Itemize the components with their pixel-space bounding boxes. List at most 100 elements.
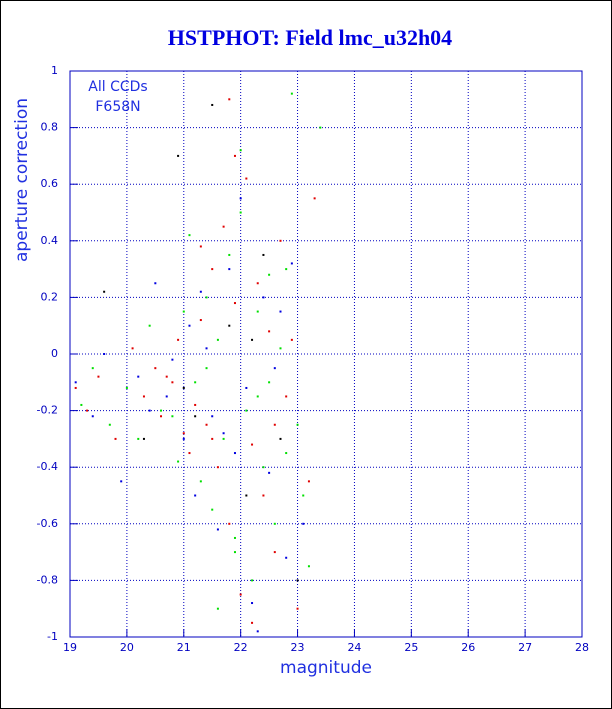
point [273,522,276,525]
point [74,386,77,389]
point [279,347,282,350]
point [285,452,288,455]
point [182,310,185,313]
point [142,395,145,398]
point [256,395,259,398]
point [273,423,276,426]
x-tick-label: 24 [347,641,361,654]
annotation: All CCDs [88,79,147,95]
point [80,403,83,406]
y-tick-label: -0.2 [37,404,58,417]
point [285,268,288,271]
point [302,522,305,525]
point [194,494,197,497]
point [313,197,316,200]
point [228,253,231,256]
point [268,273,271,276]
point [171,415,174,418]
x-tick-label: 26 [461,641,475,654]
point [182,432,185,435]
point [103,353,106,355]
y-tick-label: 0.2 [41,290,59,303]
point [216,528,219,531]
point [74,381,77,384]
point [154,367,157,370]
point [188,324,191,327]
point [205,423,208,426]
point [91,367,94,370]
point [171,358,174,361]
point [279,310,282,313]
point [211,415,214,418]
y-tick-label: -1 [47,630,58,643]
point [125,386,128,389]
point [211,103,214,106]
y-tick-label: 0.8 [41,121,59,134]
point [91,415,94,418]
point [165,395,168,398]
point [222,432,225,435]
point [194,415,197,418]
point [211,437,214,440]
point [256,630,259,633]
point [285,395,288,398]
point [228,324,231,327]
point [233,551,236,554]
point [233,154,236,157]
point [228,522,231,525]
point [194,381,197,384]
point [245,494,248,497]
point [290,262,293,265]
y-axis-label: aperture correction [12,98,32,262]
point [319,126,322,129]
point [114,437,117,440]
point [251,338,254,341]
point [268,471,271,474]
y-tick-label: -0.4 [37,460,58,473]
point [205,347,208,350]
point [108,423,111,426]
point [211,508,214,511]
point [290,338,293,341]
point [165,375,168,378]
point [262,253,265,256]
point [177,460,180,463]
point [97,375,100,378]
point [239,211,242,214]
point [279,437,282,440]
point [245,177,248,180]
point [239,197,242,200]
y-tick-label: -0.6 [37,517,58,530]
point [182,386,185,389]
point [228,98,231,101]
point [251,602,254,605]
point [279,239,282,242]
point [307,565,310,568]
point [142,437,145,440]
point [290,92,293,95]
point [239,593,242,596]
y-tick-label: 0 [51,347,58,360]
point [216,607,219,610]
x-tick-label: 23 [291,641,305,654]
point [216,338,219,341]
point [160,415,163,418]
x-tick-label: 28 [575,641,589,654]
point [199,319,202,322]
point [296,579,299,582]
point [188,234,191,237]
x-tick-label: 19 [63,641,77,654]
point [262,494,265,497]
annotation: F658N [95,99,140,115]
point [199,290,202,293]
point [262,466,265,469]
x-tick-label: 21 [177,641,191,654]
point [199,480,202,483]
point [245,386,248,389]
point [245,409,248,412]
y-tick-label: 0.4 [41,234,59,247]
point [211,268,214,271]
plot-frame [69,70,583,638]
